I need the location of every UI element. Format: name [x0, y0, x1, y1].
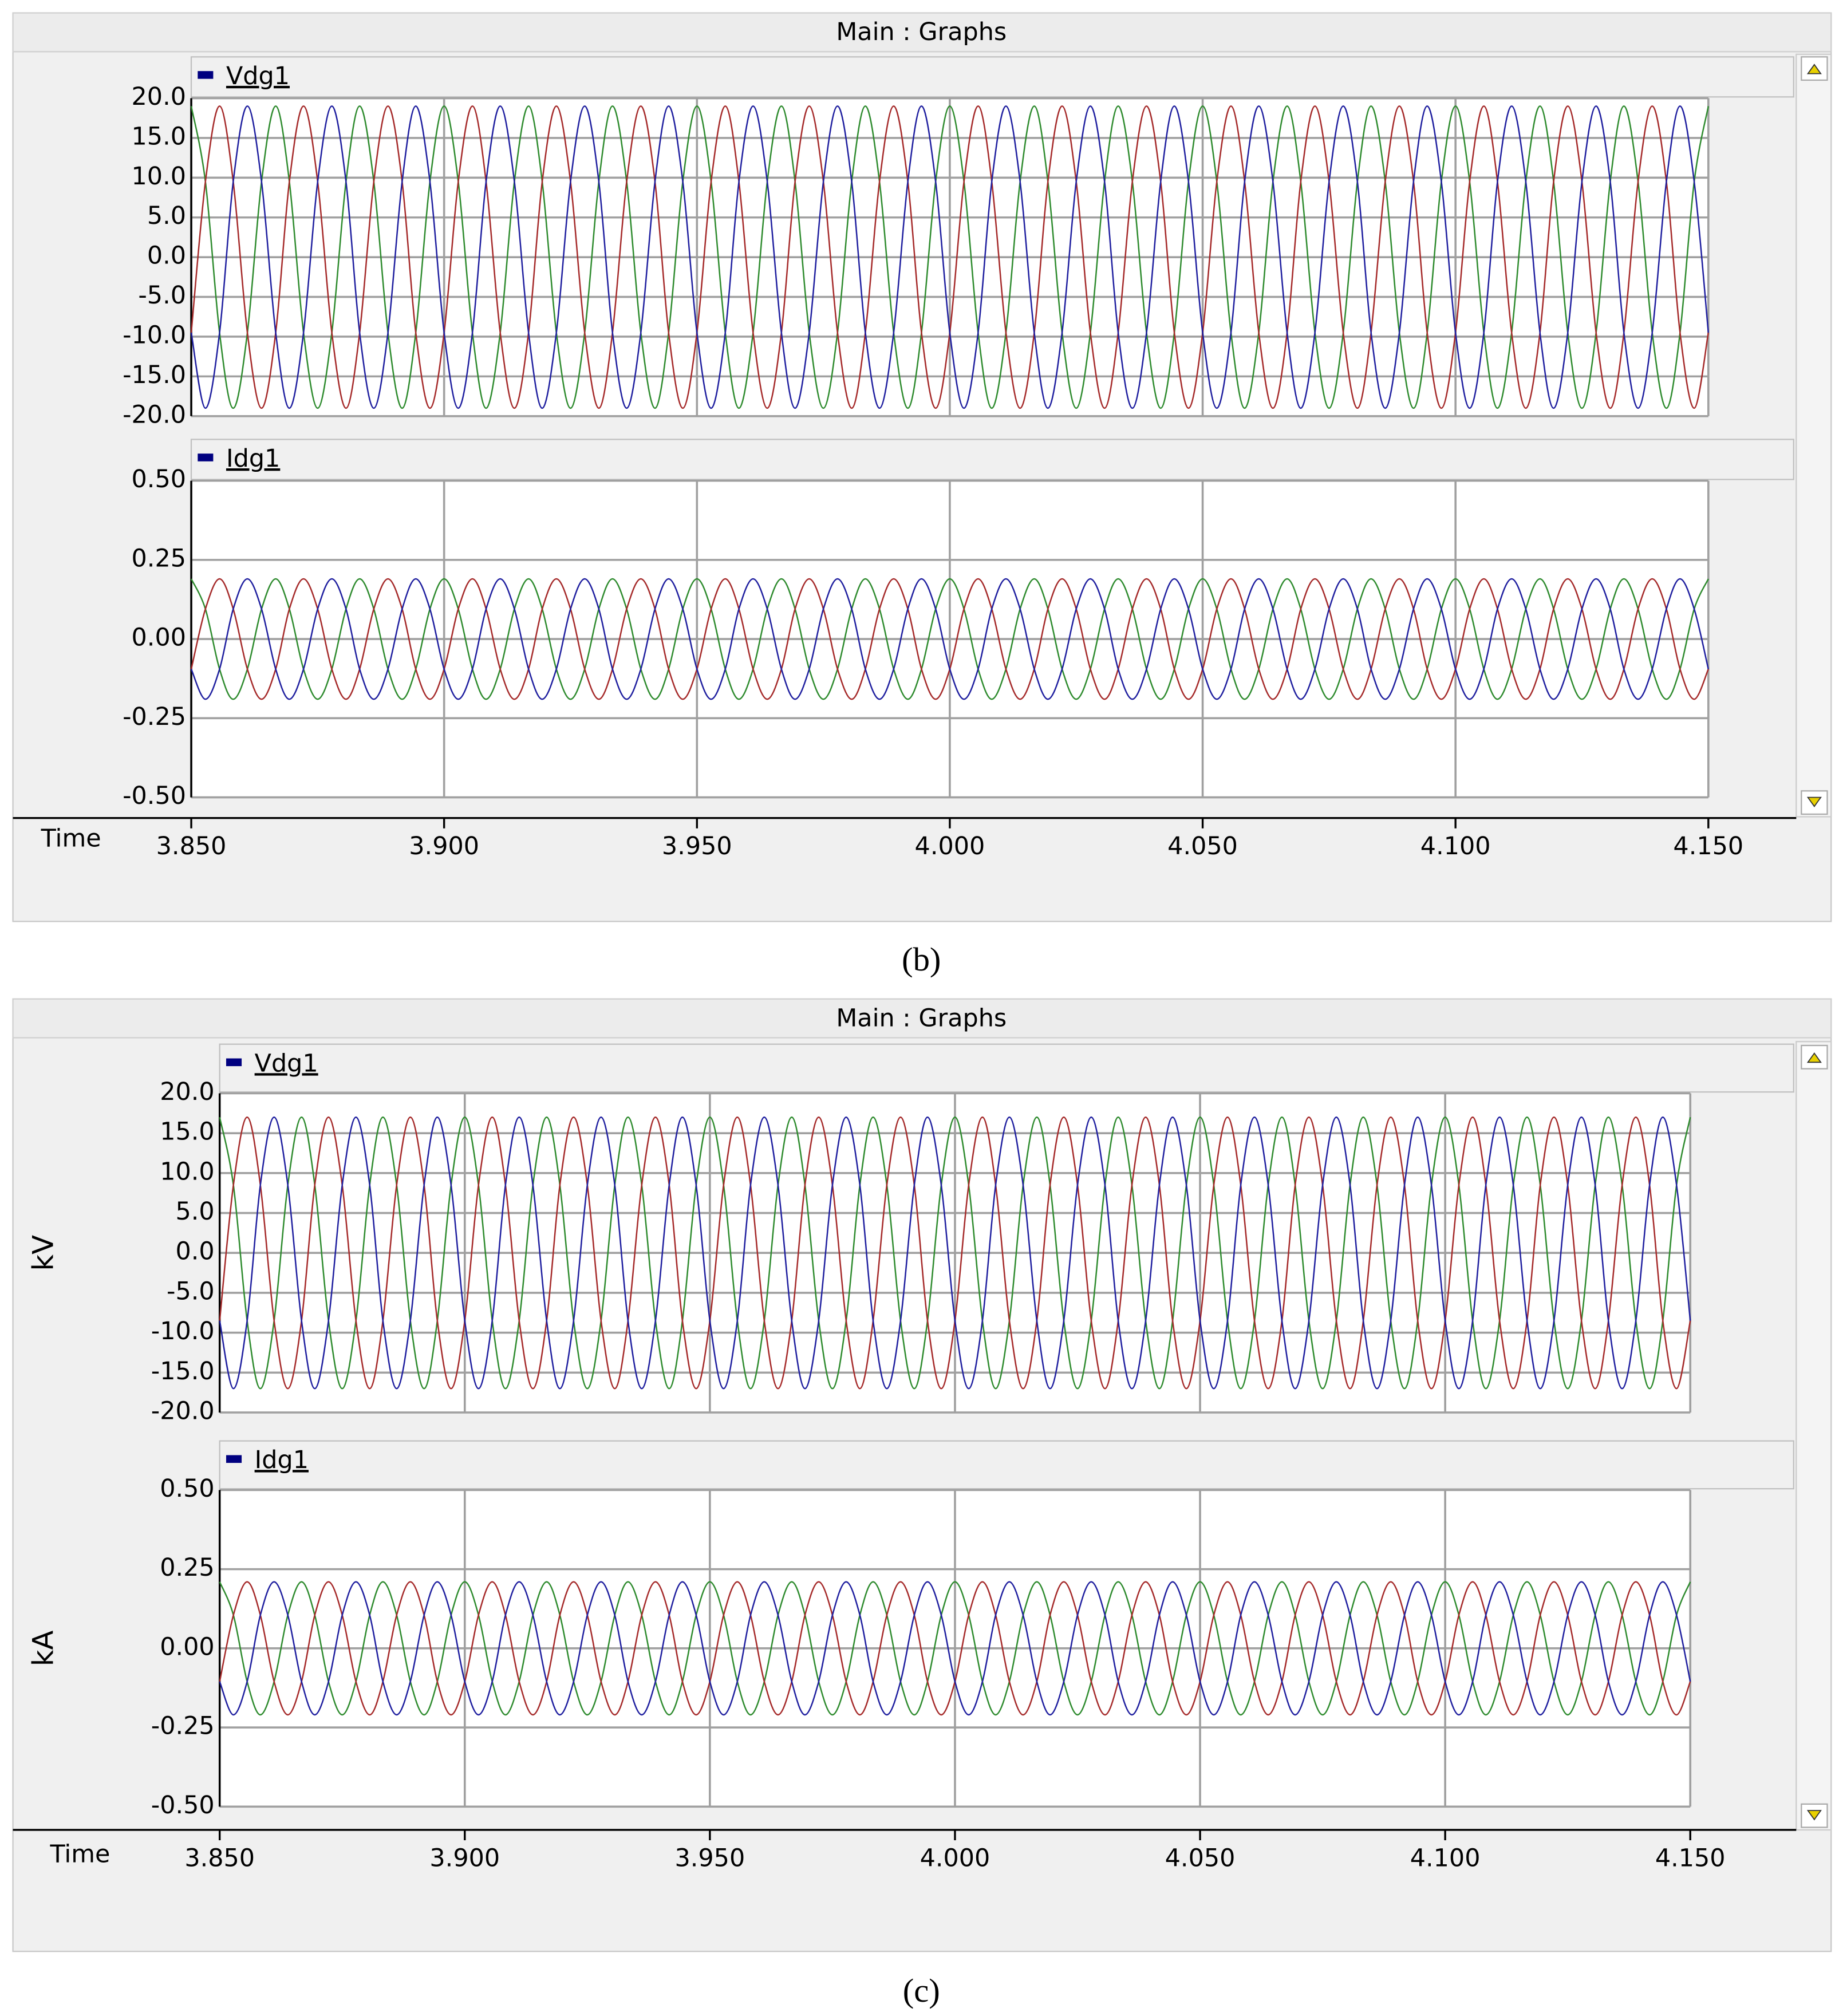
x-tick-label: 4.100	[1420, 832, 1491, 861]
x-tick-label: 3.850	[156, 832, 227, 861]
legend-swatch	[198, 453, 214, 461]
legend-label: Vdg1	[255, 1049, 318, 1078]
series-line	[219, 1117, 1691, 1390]
y-tick-label: -10.0	[151, 1317, 215, 1346]
y-tick-label: 0.0	[147, 242, 186, 270]
y-tick-label: 0.25	[132, 544, 186, 573]
scroll-down-arrow	[1806, 796, 1822, 807]
x-tick-label: 4.100	[1410, 1844, 1481, 1872]
legend-label: Idg1	[226, 444, 280, 473]
x-tick-label: 4.000	[920, 1844, 990, 1872]
y-tick-label: 15.0	[132, 122, 186, 151]
plot-header	[190, 439, 1794, 480]
legend-label: Vdg1	[226, 62, 290, 90]
title-bar	[12, 998, 1832, 1039]
series-line	[219, 1117, 1691, 1390]
y-tick-label: -0.25	[151, 1712, 215, 1741]
series-line	[190, 578, 1710, 700]
x-tick-label: 4.150	[1655, 1844, 1726, 1872]
caption: (c)	[903, 1972, 940, 2009]
scroll-down-arrow	[1806, 1810, 1822, 1821]
y-tick-label: 5.0	[175, 1197, 214, 1226]
x-tick-label: 3.900	[429, 1844, 500, 1872]
y-tick-label: -10.0	[123, 321, 186, 349]
series-line	[190, 105, 1710, 409]
y-tick-label: 5.0	[147, 202, 186, 230]
y-tick-label: 0.00	[160, 1632, 214, 1661]
y-tick-label: 0.00	[132, 624, 186, 652]
y-tick-label: 0.50	[160, 1474, 214, 1503]
title-bar	[12, 12, 1832, 53]
legend-swatch	[226, 1455, 242, 1463]
scroll-bar[interactable]	[1795, 53, 1832, 818]
y-tick-label: 15.0	[160, 1118, 214, 1146]
legend-swatch	[226, 1058, 242, 1067]
series-line	[190, 578, 1709, 700]
x-tick-label: 3.850	[184, 1844, 255, 1872]
y-axis-label: kA	[26, 1630, 60, 1666]
y-axis-label: kV	[26, 1235, 60, 1271]
caption: (b)	[902, 941, 941, 978]
x-axis-label: Time	[49, 1840, 110, 1869]
window-title: Main : Graphs	[836, 1004, 1007, 1032]
y-tick-label: -5.0	[167, 1277, 215, 1305]
y-tick-label: -0.25	[123, 703, 186, 731]
y-tick-label: 0.25	[160, 1553, 214, 1582]
y-tick-label: -20.0	[151, 1396, 215, 1425]
plot-header	[190, 56, 1794, 98]
x-tick-label: 3.900	[409, 832, 479, 861]
scroll-up-arrow	[1806, 1052, 1822, 1063]
scroll-up-arrow	[1806, 64, 1822, 74]
x-tick-label: 4.000	[915, 832, 985, 861]
legend-label: Idg1	[255, 1446, 309, 1474]
y-tick-label: 10.0	[160, 1157, 214, 1186]
scroll-bar[interactable]	[1795, 1041, 1832, 1831]
window-title: Main : Graphs	[836, 18, 1007, 46]
series-line	[190, 105, 1710, 409]
x-axis-label: Time	[41, 824, 101, 853]
y-tick-label: 20.0	[132, 82, 186, 111]
y-tick-label: -15.0	[151, 1357, 215, 1386]
series-line	[219, 1581, 1691, 1716]
y-tick-label: 10.0	[132, 162, 186, 191]
x-tick-label: 4.050	[1165, 1844, 1236, 1872]
plot-header	[219, 1043, 1794, 1093]
y-tick-label: -0.50	[151, 1791, 215, 1820]
x-tick-label: 4.050	[1167, 832, 1238, 861]
y-tick-label: -0.50	[123, 782, 186, 810]
plot-header	[219, 1440, 1794, 1490]
y-tick-label: -5.0	[138, 281, 186, 310]
y-tick-label: 20.0	[160, 1078, 214, 1106]
y-tick-label: -20.0	[123, 400, 186, 429]
y-tick-label: 0.50	[132, 465, 186, 494]
y-tick-label: -15.0	[123, 361, 186, 389]
series-line	[219, 1581, 1691, 1716]
x-tick-label: 4.150	[1673, 832, 1743, 861]
legend-swatch	[198, 71, 214, 79]
y-tick-label: 0.0	[175, 1237, 214, 1266]
x-tick-label: 3.950	[662, 832, 732, 861]
x-tick-label: 3.950	[674, 1844, 745, 1872]
